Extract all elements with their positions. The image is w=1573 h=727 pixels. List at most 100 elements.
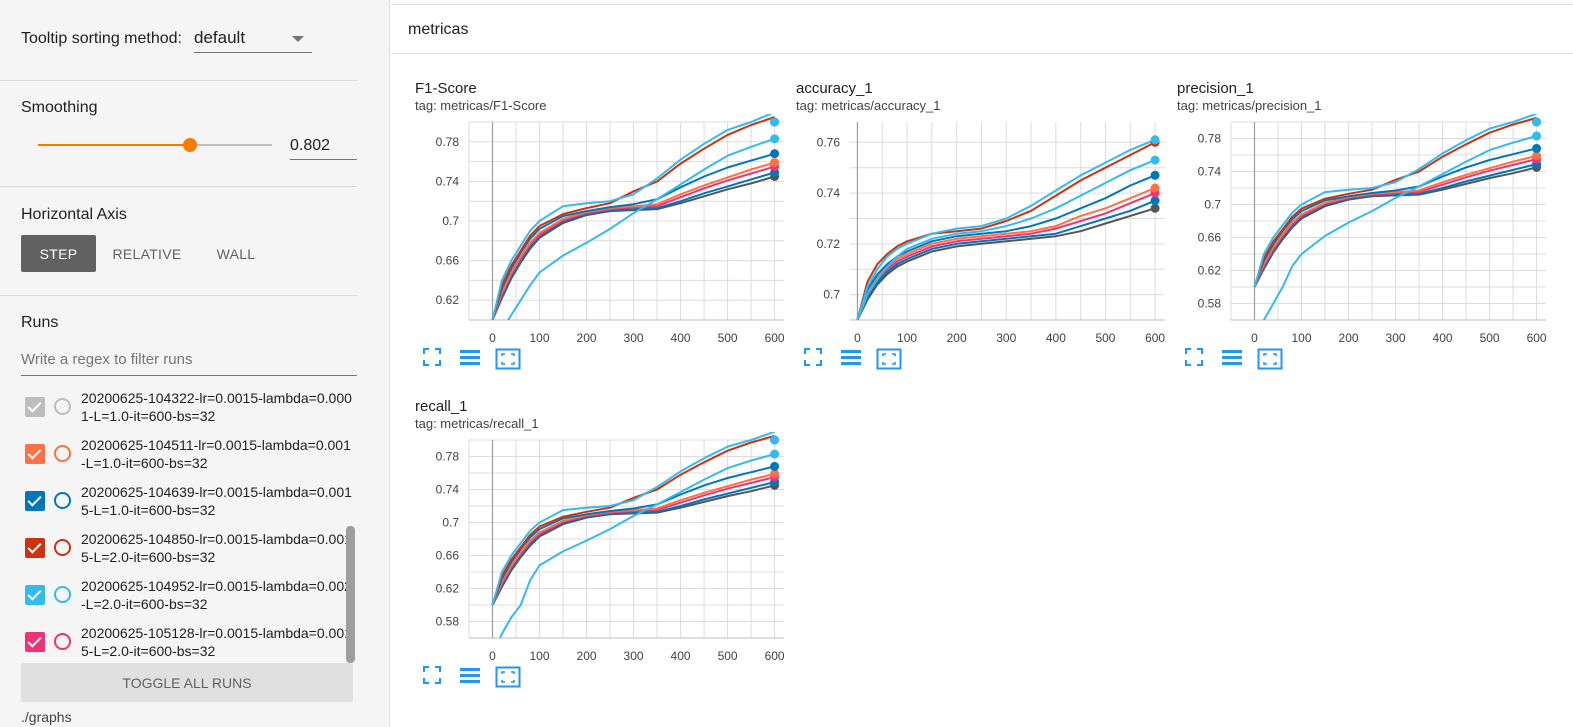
fullscreen-icon[interactable] <box>423 348 447 370</box>
x-tick-label: 0 <box>854 331 861 345</box>
x-tick-label: 200 <box>947 331 967 345</box>
series-end-point[interactable] <box>770 435 780 445</box>
chart-plot[interactable]: 0.62 0.66 0.7 0.74 0.78 0 100 200 300 400 500 600 <box>415 114 790 354</box>
fullscreen-icon[interactable] <box>423 666 447 688</box>
run-checkbox[interactable] <box>25 585 45 605</box>
tooltip-sorting-select[interactable]: default <box>194 26 312 53</box>
run-item[interactable]: 20200625-104639-lr=0.0015-lambda=0.0015-… <box>21 481 352 521</box>
divider <box>0 186 357 187</box>
series-end-point[interactable] <box>770 469 780 479</box>
runs-filter-input[interactable]: Write a regex to filter runs <box>21 349 357 376</box>
run-checkbox[interactable] <box>25 632 45 652</box>
run-checkbox[interactable] <box>25 491 45 511</box>
series-line[interactable] <box>491 432 775 606</box>
series-end-point[interactable] <box>770 134 780 144</box>
run-item[interactable]: 20200625-104952-lr=0.0015-lambda=0.002-L… <box>21 575 352 615</box>
series-line[interactable] <box>1255 135 1537 337</box>
data-table-icon[interactable] <box>840 348 864 370</box>
run-checkbox[interactable] <box>25 397 45 417</box>
smoothing-slider-thumb[interactable] <box>183 138 197 152</box>
tooltip-sorting-label: Tooltip sorting method: <box>21 30 182 47</box>
x-tick-label: 400 <box>1433 331 1453 345</box>
smoothing-slider[interactable] <box>38 138 272 152</box>
series-line[interactable] <box>1253 147 1537 288</box>
y-tick-label: 0.66 <box>436 549 460 563</box>
series-end-point[interactable] <box>770 117 780 127</box>
run-radio[interactable] <box>54 586 71 603</box>
chart-plot[interactable]: 0.58 0.62 0.66 0.7 0.74 0.78 0 100 200 300 400 500 6… <box>1177 114 1552 354</box>
axis-wall-button[interactable]: WALL <box>216 245 256 262</box>
series-end-point[interactable] <box>1150 196 1160 206</box>
run-checkbox[interactable] <box>25 444 45 464</box>
fullscreen-icon[interactable] <box>804 348 828 370</box>
run-radio[interactable] <box>54 398 71 415</box>
series-line[interactable] <box>856 141 1156 320</box>
series-line[interactable] <box>1253 116 1537 288</box>
series-line[interactable] <box>491 434 775 606</box>
x-tick-label: 500 <box>718 649 738 663</box>
series-line[interactable] <box>493 137 775 350</box>
series-end-point[interactable] <box>770 461 780 471</box>
series-line[interactable] <box>491 152 775 320</box>
chart-plot[interactable]: 0.58 0.62 0.66 0.7 0.74 0.78 0 100 200 300 400 500 6… <box>415 432 790 672</box>
run-item[interactable]: 20200625-104511-lr=0.0015-lambda=0.001-L… <box>21 434 351 474</box>
run-checkbox[interactable] <box>25 538 45 558</box>
x-tick-label: 100 <box>1292 331 1312 345</box>
x-tick-label: 200 <box>577 649 597 663</box>
series-line[interactable] <box>1253 114 1537 288</box>
fit-domain-icon[interactable] <box>1257 348 1283 370</box>
series-line[interactable] <box>491 465 775 606</box>
run-item[interactable]: 20200625-105128-lr=0.0015-lambda=0.0015-… <box>21 622 352 662</box>
smoothing-input[interactable]: 0.802 <box>290 134 357 160</box>
chart-plot[interactable]: 0.7 0.72 0.74 0.76 0 100 200 300 400 500 600 <box>796 114 1171 354</box>
chart-grid-lines <box>1230 121 1546 321</box>
chart-card: F1-Score tag: metricas/F1-Score 0.62 0.66 0.… <box>415 80 790 390</box>
series-end-point[interactable] <box>1532 151 1542 161</box>
series-line[interactable] <box>856 159 1156 320</box>
runs-scrollbar[interactable] <box>346 526 355 663</box>
series-line[interactable] <box>856 174 1156 320</box>
chart-title: accuracy_1 <box>796 80 873 97</box>
run-radio[interactable] <box>54 492 71 509</box>
run-radio[interactable] <box>54 633 71 650</box>
series-end-point[interactable] <box>1150 203 1160 213</box>
fullscreen-icon[interactable] <box>1185 348 1209 370</box>
series-end-point[interactable] <box>770 158 780 168</box>
run-radio[interactable] <box>54 445 71 462</box>
fit-domain-icon[interactable] <box>876 348 902 370</box>
data-table-icon[interactable] <box>459 666 483 688</box>
group-header[interactable]: metricas <box>391 4 1573 54</box>
series-end-point[interactable] <box>1150 155 1160 165</box>
x-tick-label: 500 <box>1480 331 1500 345</box>
series-end-point[interactable] <box>1150 183 1160 193</box>
series-end-point[interactable] <box>1150 135 1160 145</box>
x-tick-label: 600 <box>765 331 785 345</box>
x-tick-label: 300 <box>624 331 644 345</box>
series-line[interactable] <box>493 453 775 655</box>
series-line[interactable] <box>856 138 1156 320</box>
x-tick-label: 100 <box>530 331 550 345</box>
data-table-icon[interactable] <box>459 348 483 370</box>
series-end-point[interactable] <box>1532 131 1542 141</box>
series-line[interactable] <box>491 116 775 320</box>
y-tick-label: 0.7 <box>442 214 459 228</box>
data-table-icon[interactable] <box>1221 348 1245 370</box>
axis-relative-button[interactable]: RELATIVE <box>112 245 182 262</box>
series-end-point[interactable] <box>1150 170 1160 180</box>
run-item[interactable]: 20200625-104322-lr=0.0015-lambda=0.0001-… <box>21 387 352 427</box>
series-line[interactable] <box>491 114 775 320</box>
series-end-point[interactable] <box>770 149 780 159</box>
fit-domain-icon[interactable] <box>495 348 521 370</box>
chart-tag: tag: metricas/accuracy_1 <box>796 98 941 113</box>
series-line[interactable] <box>856 199 1156 320</box>
toggle-all-runs-button[interactable]: TOGGLE ALL RUNS <box>21 663 353 702</box>
fit-domain-icon[interactable] <box>495 666 521 688</box>
series-line[interactable] <box>856 207 1156 320</box>
series-end-point[interactable] <box>1532 117 1542 127</box>
axis-step-button[interactable]: STEP <box>21 235 96 272</box>
chart-tag: tag: metricas/F1-Score <box>415 98 547 113</box>
run-radio[interactable] <box>54 539 71 556</box>
series-end-point[interactable] <box>1532 143 1542 153</box>
run-item[interactable]: 20200625-104850-lr=0.0015-lambda=0.0015-… <box>21 528 352 568</box>
series-end-point[interactable] <box>770 449 780 459</box>
